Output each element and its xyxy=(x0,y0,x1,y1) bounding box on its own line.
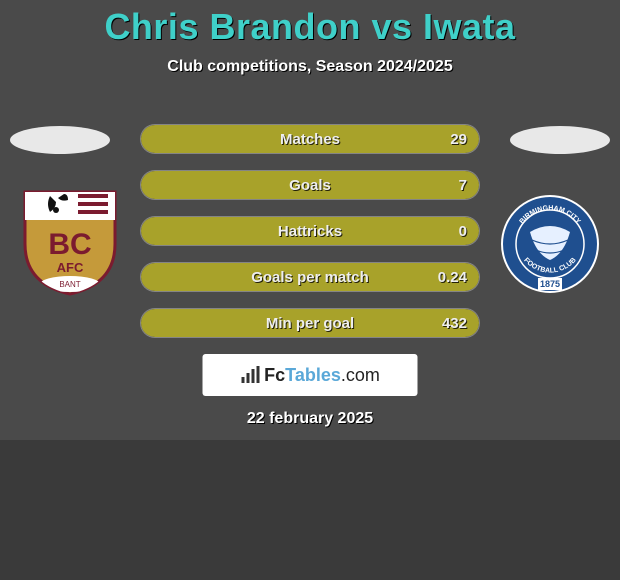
stat-value: 29 xyxy=(450,125,467,154)
page-title: Chris Brandon vs Iwata xyxy=(0,0,620,48)
logo-dotcom: .com xyxy=(341,365,380,385)
bradford-crest-icon: BC AFC BANT xyxy=(20,184,120,296)
stat-label: Goals xyxy=(141,171,479,200)
bar-chart-icon xyxy=(240,366,260,384)
stat-label: Min per goal xyxy=(141,309,479,338)
stat-row: Min per goal432 xyxy=(140,308,480,338)
fctables-logo[interactable]: FcTables.com xyxy=(203,354,418,396)
stat-label: Goals per match xyxy=(141,263,479,292)
stat-row: Goals per match0.24 xyxy=(140,262,480,292)
logo-fc: Fc xyxy=(264,365,285,385)
stat-value: 7 xyxy=(459,171,467,200)
stat-value: 432 xyxy=(442,309,467,338)
svg-text:BANT: BANT xyxy=(59,280,80,289)
stats-container: Matches29 Goals7 Hattricks0 Goals per match… xyxy=(140,124,480,354)
stat-row: Goals7 xyxy=(140,170,480,200)
season-subtitle: Club competitions, Season 2024/2025 xyxy=(0,58,620,76)
stat-row: Hattricks0 xyxy=(140,216,480,246)
stat-label: Hattricks xyxy=(141,217,479,246)
club-badge-left: BC AFC BANT xyxy=(20,184,120,296)
stat-label: Matches xyxy=(141,125,479,154)
club-badge-right: BIRMINGHAM CITY FOOTBALL CLUB 1875 xyxy=(500,184,600,296)
stat-row: Matches29 xyxy=(140,124,480,154)
comparison-card: Chris Brandon vs Iwata Club competitions… xyxy=(0,0,620,440)
player-photo-left xyxy=(10,126,110,154)
birmingham-crest-icon: BIRMINGHAM CITY FOOTBALL CLUB 1875 xyxy=(500,184,600,296)
comparison-date: 22 february 2025 xyxy=(0,410,620,428)
stat-value: 0 xyxy=(459,217,467,246)
svg-text:BC: BC xyxy=(48,228,91,261)
stat-value: 0.24 xyxy=(438,263,467,292)
svg-text:AFC: AFC xyxy=(57,260,84,275)
player-photo-right xyxy=(510,126,610,154)
logo-tables: Tables xyxy=(285,365,341,385)
logo-text: FcTables.com xyxy=(264,365,380,386)
svg-text:1875: 1875 xyxy=(540,279,560,289)
